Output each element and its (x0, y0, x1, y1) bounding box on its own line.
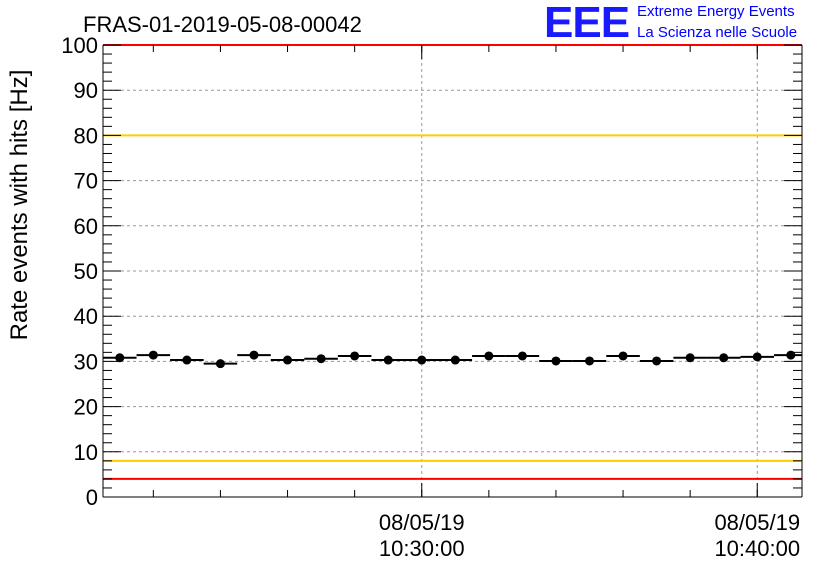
brand-line-1: Extreme Energy Events (637, 3, 795, 20)
y-tick-label: 100 (61, 33, 98, 58)
data-point (283, 355, 293, 365)
data-point (484, 351, 494, 361)
y-tick-label: 30 (74, 349, 98, 374)
data-point (652, 356, 662, 366)
data-layer (103, 350, 802, 369)
y-tick-label: 40 (74, 304, 98, 329)
y-tick-label: 0 (86, 485, 98, 510)
data-point (115, 353, 125, 363)
reference-lines-layer (103, 44, 802, 480)
y-tick-label: 10 (74, 440, 98, 465)
data-point (249, 350, 259, 360)
x-tick-label-date: 08/05/19 (379, 510, 465, 535)
grid-layer (103, 45, 802, 497)
data-point (383, 355, 393, 365)
data-point (551, 356, 561, 366)
data-point (585, 356, 595, 366)
y-tick-label: 50 (74, 259, 98, 284)
chart-title: FRAS-01-2019-05-08-00042 (83, 12, 362, 37)
brand-line-2: La Scienza nelle Scuole (637, 24, 798, 41)
y-tick-label: 60 (74, 214, 98, 239)
eee-logo: EEE (544, 0, 630, 47)
x-tick-label-time: 10:40:00 (714, 536, 800, 561)
data-point (517, 351, 527, 361)
data-point (618, 351, 628, 361)
data-point (417, 355, 427, 365)
data-point (786, 350, 796, 360)
data-point (316, 354, 326, 364)
data-point (148, 350, 158, 360)
data-point (182, 355, 192, 365)
data-point (215, 359, 225, 369)
data-point (350, 351, 360, 361)
y-tick-label: 70 (74, 169, 98, 194)
x-tick-label-time: 10:30:00 (379, 536, 465, 561)
data-point (685, 353, 695, 363)
x-tick-label-date: 08/05/19 (714, 510, 800, 535)
y-tick-label: 80 (74, 123, 98, 148)
data-point (450, 355, 460, 365)
data-point (752, 352, 762, 362)
data-point (719, 353, 729, 363)
axes-layer: 010203040506070809010008/05/1910:30:0008… (61, 33, 803, 561)
y-tick-label: 90 (74, 78, 98, 103)
y-tick-label: 20 (74, 395, 98, 420)
